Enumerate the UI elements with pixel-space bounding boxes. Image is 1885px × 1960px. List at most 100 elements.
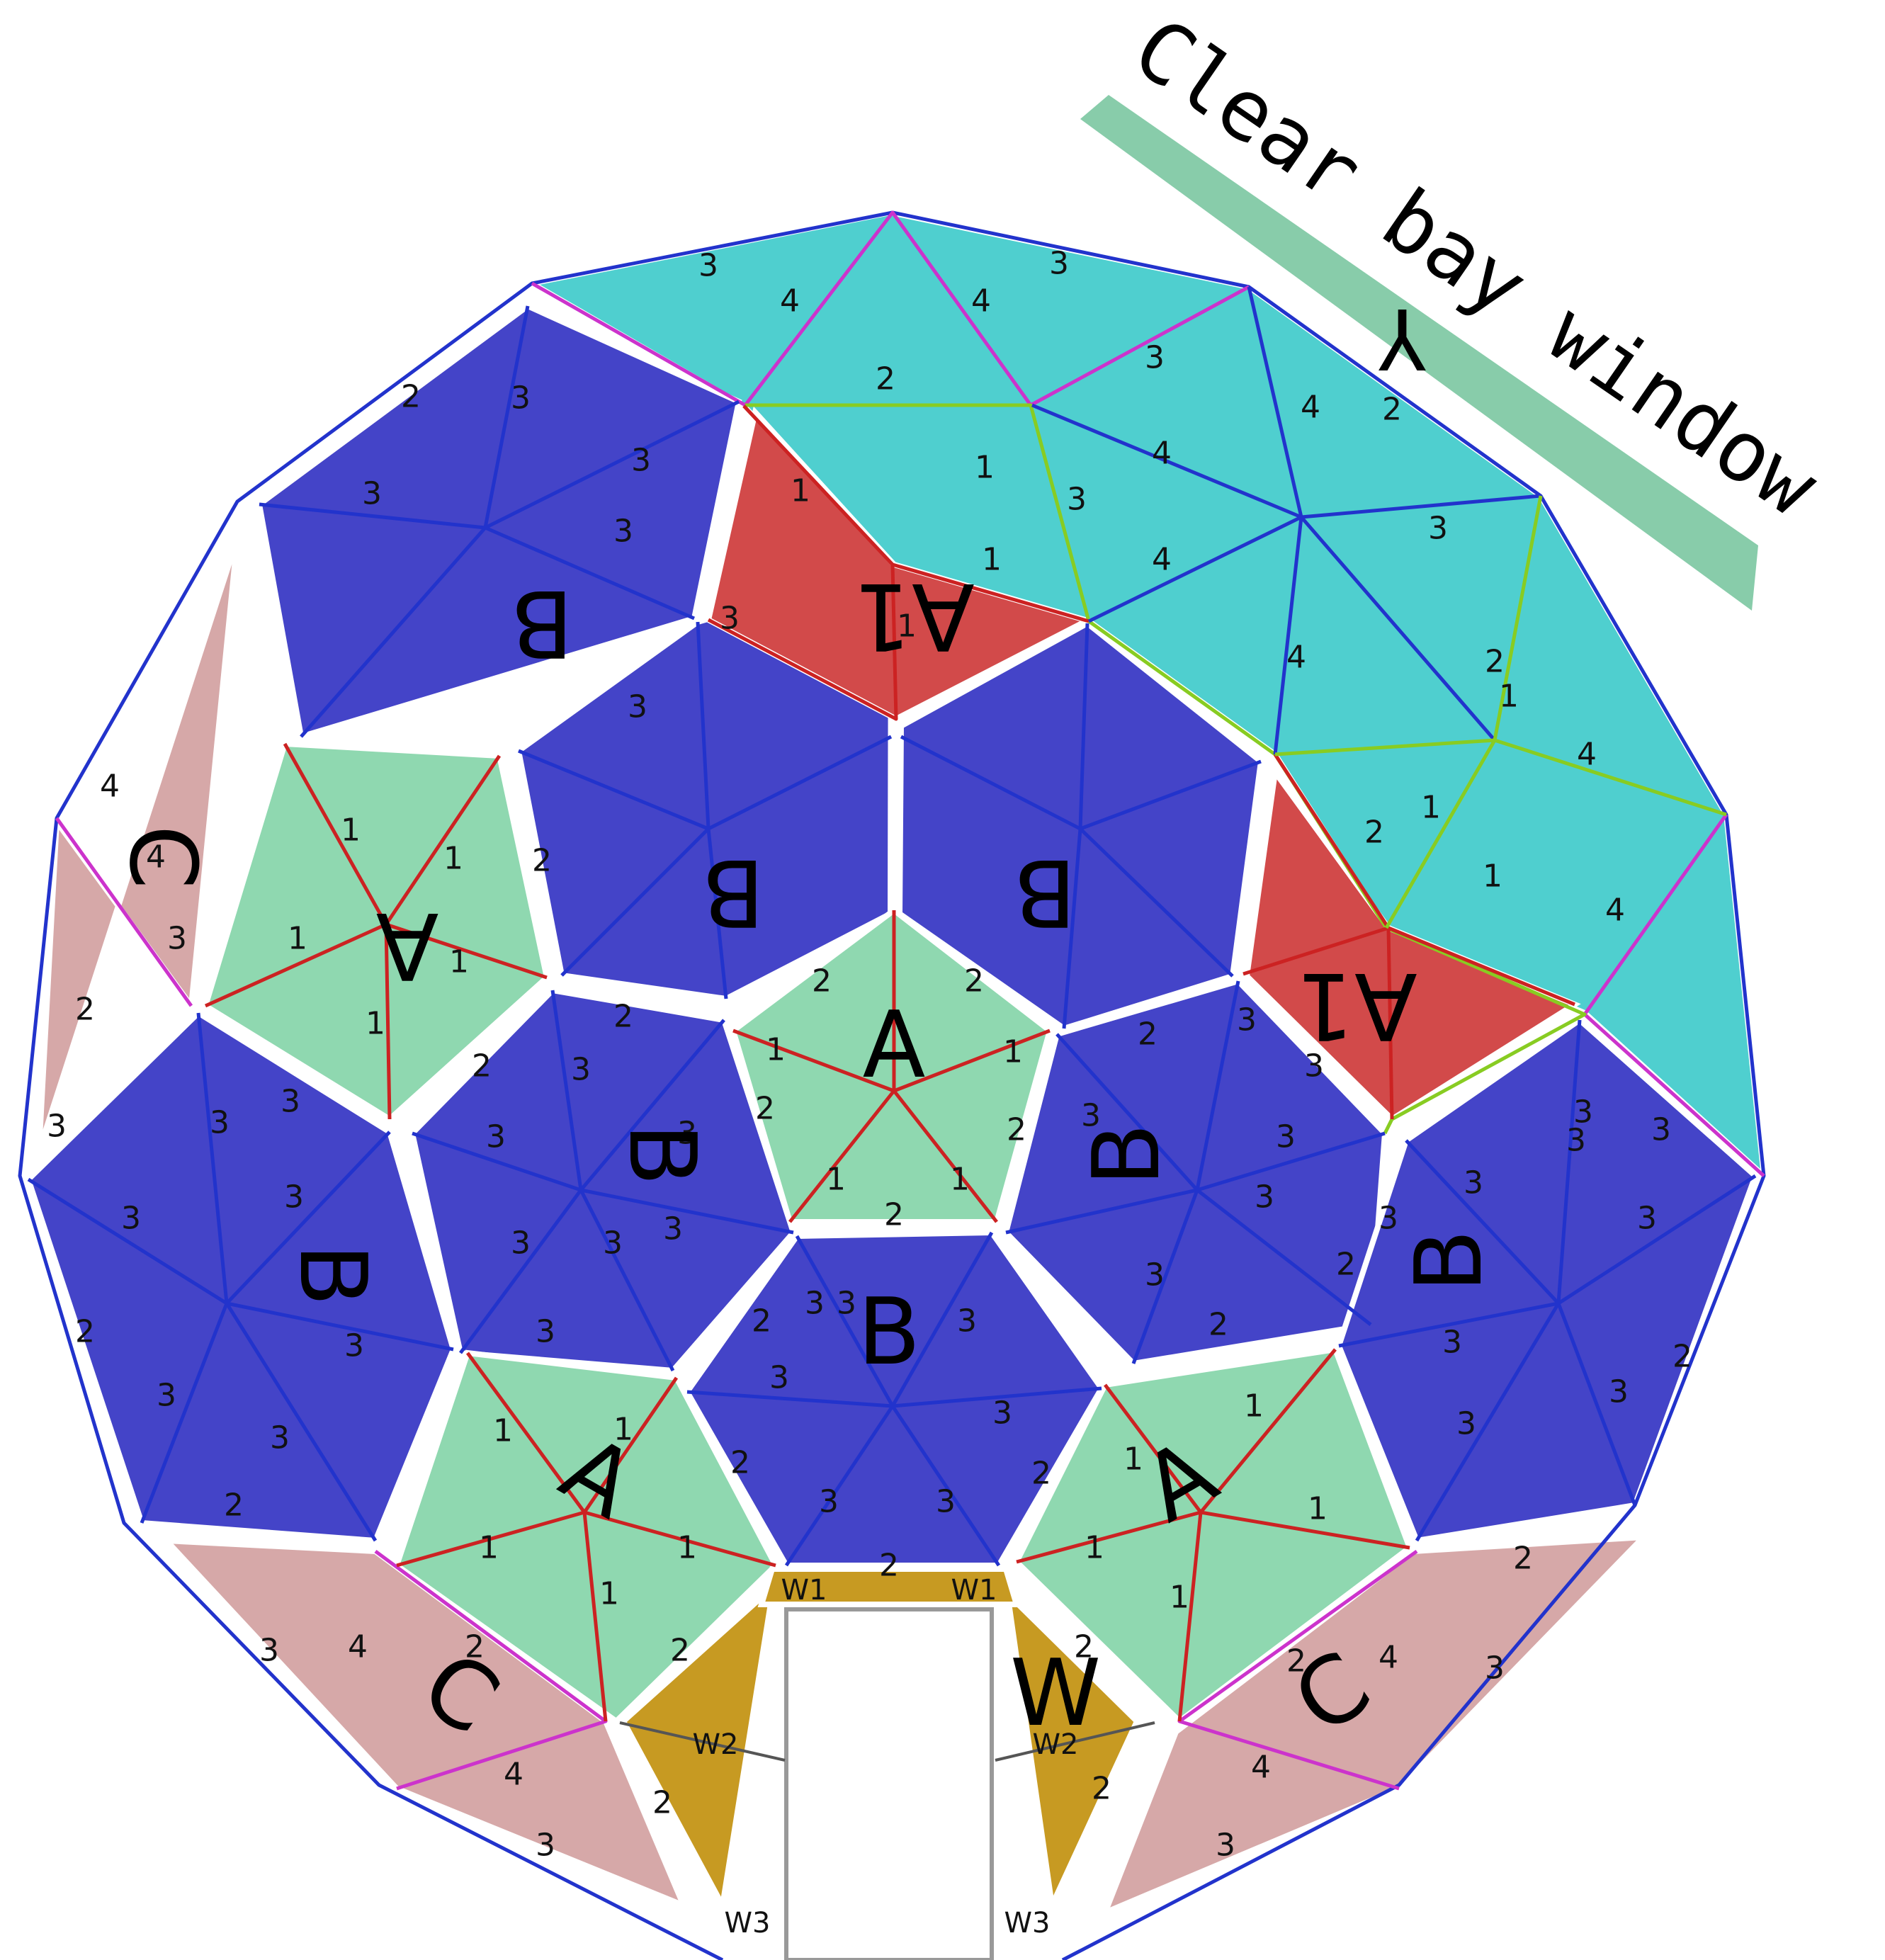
- panel-20: [757, 1566, 1021, 1607]
- strut-number: 3: [677, 1116, 697, 1152]
- panel-letter: B: [608, 1123, 716, 1186]
- strut-number: 3: [1442, 1325, 1462, 1361]
- panel-6: [202, 740, 550, 1123]
- panel-16: [159, 1537, 689, 1911]
- strut-number: 4: [1152, 542, 1172, 578]
- strut-number: 1: [982, 542, 1002, 578]
- strut-number: 4: [1605, 893, 1625, 929]
- strut-number: 3: [1237, 1002, 1257, 1038]
- edge-15: [412, 990, 794, 1372]
- strut-number: 2: [1208, 1307, 1228, 1343]
- strut-number: 3: [259, 1633, 279, 1669]
- edge-14: [900, 623, 1262, 1029]
- strut-number: 3: [511, 1225, 531, 1262]
- strut-number: 3: [1379, 1201, 1398, 1237]
- strut-number: 1: [1308, 1491, 1328, 1527]
- strut-number: 4: [1286, 640, 1306, 676]
- strut-number: 2: [884, 1197, 904, 1233]
- strut-number: 4: [1577, 737, 1597, 773]
- strut-number: 3: [536, 1828, 555, 1864]
- strut-number: 2: [472, 1048, 492, 1084]
- strut-number: 3: [1255, 1179, 1274, 1216]
- strut-number: 2: [730, 1445, 750, 1481]
- strut-number: 3: [613, 514, 633, 550]
- strut-number: 2: [812, 963, 832, 999]
- panel-letter: B: [279, 1243, 387, 1306]
- strut-number: 2: [1007, 1112, 1026, 1148]
- strut-number: 3: [486, 1119, 506, 1155]
- strut-number: 3: [1081, 1098, 1101, 1134]
- strut-number: 3: [1573, 1094, 1593, 1131]
- strut-number: 1: [975, 450, 995, 486]
- edge-8: [204, 742, 548, 1120]
- strut-number: 3: [837, 1286, 856, 1322]
- door-label-w3: W3: [725, 1907, 771, 1939]
- door-strut-right: [995, 1721, 1155, 1762]
- strut-number: 3: [571, 1052, 591, 1088]
- door-label-w2: W2: [693, 1728, 739, 1761]
- strut-number: 3: [270, 1420, 290, 1456]
- edge-6: [707, 404, 1089, 721]
- door-label-w1: W1: [781, 1574, 827, 1607]
- strut-number: 3: [511, 380, 531, 417]
- strut-number: 3: [536, 1314, 555, 1350]
- strut-number: 1: [791, 473, 810, 509]
- panel-letter: W: [1010, 1639, 1102, 1747]
- strut-number: 1: [1421, 790, 1441, 826]
- strut-number: 3: [1276, 1119, 1296, 1155]
- strut-number: 3: [1637, 1201, 1657, 1237]
- strut-number: 2: [755, 1091, 775, 1127]
- strut-number: 2: [1672, 1339, 1692, 1375]
- strut-number: 4: [1301, 390, 1320, 426]
- strut-number: 3: [1456, 1406, 1476, 1442]
- strut-number: 2: [1485, 644, 1505, 680]
- panel-letter: B: [701, 839, 764, 946]
- edge-9: [732, 910, 1051, 1223]
- strut-number: 3: [284, 1179, 304, 1216]
- strut-number: 3: [720, 601, 740, 637]
- strut-number: 2: [1031, 1456, 1051, 1492]
- panel-letter: B: [510, 570, 573, 677]
- edge-12: [259, 305, 740, 738]
- strut-number: 1: [288, 921, 307, 957]
- strut-number: 3: [628, 689, 647, 725]
- door-label-w2: W2: [1033, 1728, 1079, 1761]
- panel-letter: A: [863, 991, 926, 1099]
- strut-number: 3: [631, 443, 651, 479]
- strut-number: 1: [599, 1576, 619, 1612]
- strut-number: 2: [1074, 1629, 1094, 1665]
- strut-number: 2: [964, 963, 984, 999]
- strut-number: 2: [1286, 1643, 1306, 1679]
- strut-number: 3: [210, 1105, 230, 1141]
- strut-number: 1: [443, 841, 463, 877]
- strut-number: 3: [992, 1395, 1012, 1432]
- strut-number: 3: [47, 1109, 67, 1145]
- strut-number: 3: [957, 1303, 977, 1339]
- strut-number: 2: [1092, 1771, 1111, 1807]
- strut-number: 3: [1428, 511, 1448, 547]
- strut-number: 1: [677, 1530, 697, 1566]
- strut-number: 2: [401, 379, 421, 415]
- edge-0: [18, 210, 893, 1960]
- strut-number: 3: [1566, 1123, 1586, 1159]
- edge-19: [686, 1231, 1102, 1567]
- strut-number: 2: [1336, 1247, 1356, 1283]
- edge-1: [892, 210, 1766, 1960]
- door-frame: [784, 1607, 994, 1960]
- strut-number: 2: [879, 1548, 899, 1584]
- strut-number: 1: [449, 944, 469, 980]
- edge-13: [518, 621, 893, 999]
- edge-10: [396, 1352, 776, 1722]
- strut-number: 1: [1123, 1441, 1143, 1478]
- door-label-w3: W3: [1004, 1907, 1051, 1939]
- panel-letter: B: [1072, 1123, 1180, 1186]
- panel-letter: B: [857, 1278, 920, 1386]
- strut-number: 3: [1145, 340, 1165, 376]
- edge-21: [1274, 495, 1727, 929]
- strut-number: 1: [766, 1032, 786, 1068]
- strut-number: 4: [1379, 1640, 1398, 1676]
- panel-letter: A1: [853, 562, 975, 670]
- strut-number: 1: [479, 1530, 499, 1566]
